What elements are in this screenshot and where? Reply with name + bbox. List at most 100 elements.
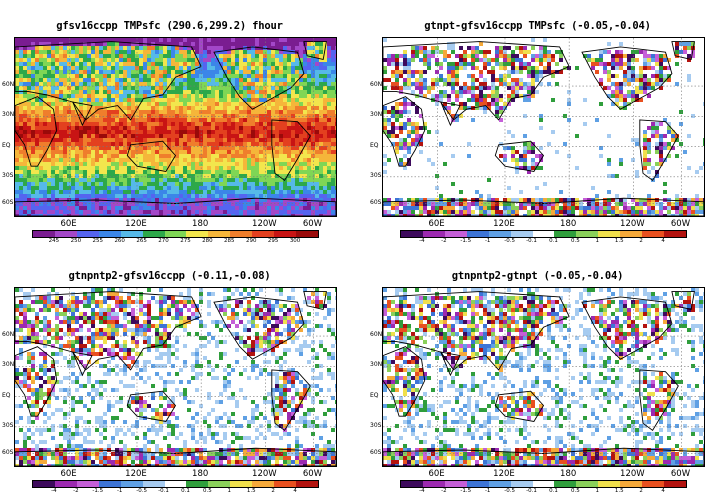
colorbar-tick-label: -0.1 <box>526 488 537 494</box>
coastline <box>383 447 704 466</box>
colorbar-tick-label: 300 <box>289 238 301 244</box>
lon-label: 180 <box>192 469 209 479</box>
colorbar-swatch <box>598 481 621 487</box>
colorbar-labels: -4 -2 -1.5 -1 -0.5 -0.1 0.1 0.5 1 1.5 2 4 <box>400 238 685 246</box>
colorbar-tick-label: -0.1 <box>526 238 537 244</box>
colorbar-tick-label: 0.1 <box>181 488 190 494</box>
colorbar-swatch <box>252 231 275 237</box>
colorbar-swatch <box>488 481 511 487</box>
colorbar-swatch <box>642 481 665 487</box>
colorbar-tick-label: 270 <box>158 238 169 244</box>
colorbar-tick-label: 0.1 <box>549 238 558 244</box>
colorbar-swatch <box>120 231 143 237</box>
coastline <box>383 346 426 417</box>
lat-label: 30N <box>2 111 15 119</box>
colorbar-swatch <box>466 231 489 237</box>
coastline <box>271 119 311 182</box>
colorbar-tick-label: -0.5 <box>504 488 515 494</box>
colorbar-tick-label: 0.5 <box>203 488 212 494</box>
lon-label: 120E <box>493 219 515 229</box>
colorbar-tick-label: -2 <box>441 488 447 494</box>
coastline <box>440 101 461 127</box>
coastline <box>671 41 695 60</box>
colorbar-swatch <box>142 231 165 237</box>
colorbar-swatch <box>98 481 121 487</box>
colorbar <box>400 480 687 488</box>
lon-label: 120E <box>125 469 147 479</box>
colorbar-swatch <box>642 231 665 237</box>
coastline <box>494 390 545 422</box>
coastline <box>15 346 58 417</box>
colorbar-tick-label: 2 <box>639 238 643 244</box>
colorbar-tick-label: 250 <box>70 238 82 244</box>
coastline <box>383 41 570 121</box>
colorbar-swatch <box>422 481 445 487</box>
colorbar-tick-label: 290 <box>245 238 257 244</box>
colorbar-swatch <box>274 481 297 487</box>
colorbar-swatch <box>33 481 55 487</box>
colorbar-swatch <box>444 481 467 487</box>
coastline <box>671 291 695 310</box>
map-field <box>383 38 704 216</box>
colorbar-tick-label: 1 <box>227 488 232 494</box>
panel-bottom-right: gtnpntp2-gtnpt (-0.05,-0.04) -4 -2 -1.5 -1-… <box>370 270 705 494</box>
lon-label: 60W <box>670 469 691 479</box>
colorbar <box>32 480 319 488</box>
colorbar-swatch <box>98 231 121 237</box>
colorbar-swatch <box>554 231 577 237</box>
coastline <box>303 41 327 60</box>
colorbar-tick-label: -2 <box>73 488 79 494</box>
colorbar-swatch <box>142 481 165 487</box>
coastline <box>271 369 311 432</box>
lat-label: 30N <box>2 361 15 369</box>
coastline <box>383 96 426 167</box>
lat-label: EQ <box>2 391 11 399</box>
lat-label: 30S <box>370 171 382 179</box>
lat-label: 60S <box>370 448 382 456</box>
coastline <box>303 291 327 310</box>
colorbar-tick-label: -1 <box>484 488 491 494</box>
coastline <box>581 46 673 110</box>
colorbar-swatch <box>230 231 253 237</box>
map-field <box>15 288 336 466</box>
colorbar-swatch <box>576 231 599 237</box>
colorbar-swatch <box>444 231 467 237</box>
colorbar-tick-label: 295 <box>267 238 279 244</box>
colorbar-tick-label: 0.5 <box>571 488 580 494</box>
lon-label: 120W <box>252 219 277 229</box>
panel-top-left: gfsv16ccpp TMPsfc (290.6,299.2) fhour 24… <box>2 20 337 244</box>
colorbar-tick-label: 255 <box>92 238 104 244</box>
colorbar-tick-label: -1 <box>484 238 491 244</box>
coastline <box>15 447 336 466</box>
coastline <box>15 96 58 167</box>
lat-label: 30S <box>370 421 382 429</box>
colorbar-tick-label: 265 <box>136 238 147 244</box>
colorbar <box>32 230 319 238</box>
lat-label: 60N <box>370 81 383 89</box>
lat-label: 60S <box>2 198 14 206</box>
colorbar-tick-label: 275 <box>180 238 191 244</box>
lon-label: 180 <box>192 219 209 229</box>
colorbar-tick-label: -0.5 <box>504 238 515 244</box>
colorbar-swatch <box>186 231 209 237</box>
colorbar-swatch <box>554 481 577 487</box>
lon-label: 120W <box>620 469 645 479</box>
colorbar-swatch <box>120 481 143 487</box>
coastline <box>72 101 93 127</box>
coastline <box>15 197 336 216</box>
colorbar-tick-label: 0.1 <box>549 488 558 494</box>
coastline <box>494 140 545 172</box>
coastline <box>213 296 305 360</box>
coastline <box>15 291 202 371</box>
colorbar-swatch <box>422 231 445 237</box>
coastline <box>72 351 93 377</box>
coastline <box>581 296 673 360</box>
lat-label: 60N <box>2 81 15 89</box>
colorbar <box>400 230 687 238</box>
lat-label: 60N <box>2 331 15 339</box>
colorbar-tick-label: -4 <box>51 488 57 494</box>
coastline <box>213 46 305 110</box>
colorbar-tick-label: -0.1 <box>158 488 169 494</box>
colorbar-labels: -4 -2 -1.5 -1 -0.5 -0.1 0.1 0.5 1 1.5 2 4 <box>32 488 317 496</box>
colorbar-swatch <box>532 481 555 487</box>
